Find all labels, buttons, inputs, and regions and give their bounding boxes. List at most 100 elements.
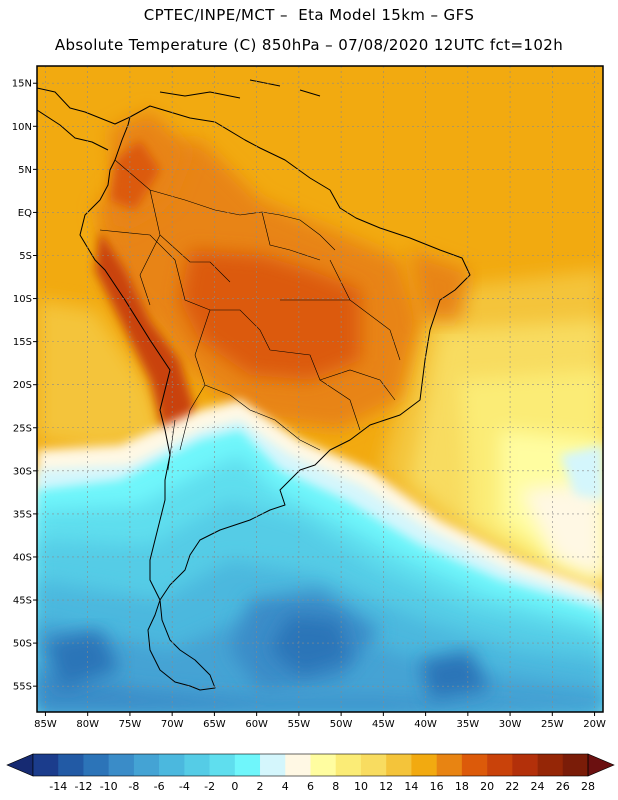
lat-tick-label: 15S [13,337,32,348]
colorbar-frame [32,753,589,777]
colorbar-label: -14 [49,780,67,793]
graticule [37,66,603,712]
field-cold-m10-m8 [270,615,350,675]
lon-tick-label: 20W [583,719,606,730]
colorbar-label: -8 [128,780,139,793]
lat-tick-label: 20S [13,380,32,391]
field-andes-ridge-22-24 [95,230,195,450]
lat-tick-label: 10N [12,122,32,133]
lat-tick-label: 10S [13,294,32,305]
colorbar-label: 14 [404,780,418,793]
colorbar-swatch [360,754,387,776]
lat-tick-label: 30S [13,466,32,477]
title-line-2: Absolute Temperature (C) 850hPa – 07/08/… [54,36,564,54]
field-cold-atl-m10 [420,650,490,700]
colorbar-swatch [461,754,488,776]
colorbar-label: 8 [332,780,339,793]
lon-tick-label: 25W [541,719,564,730]
coast-caribbean [159,79,321,99]
lat-tick-label: 5S [19,251,32,262]
colorbar-swatch [285,754,311,776]
title-line-1: CPTEC/INPE/MCT – Eta Model 15km – GFS [143,6,475,24]
lat-tick-label: 45S [13,596,32,607]
colorbar-swatch [234,754,261,776]
temperature-field [37,66,603,712]
colorbar-over-arrow [587,753,615,777]
colorbar-label: 4 [282,780,289,793]
colorbar-swatch [487,754,513,776]
colorbar-label: 16 [430,780,444,793]
colorbar-label: 12 [379,780,393,793]
colorbar-label: -2 [204,780,215,793]
field-atlantic-4-6 [560,445,603,500]
lon-tick-label: 85W [34,719,57,730]
colorbar-swatch [83,754,109,776]
colorbar-label: 26 [556,780,570,793]
field-pacific-14-16 [37,300,165,450]
lon-tick-label: 30W [499,719,522,730]
lon-tick-label: 55W [288,719,311,730]
lon-tick-label: 50W [330,719,353,730]
colorbar-label: 6 [307,780,314,793]
colorbar-label: 2 [257,780,264,793]
colorbar-swatch [411,754,437,776]
colorbar-swatch [184,754,210,776]
colorbar: -14 -12 -10 -8 -6 -4 -2 0 2 4 6 8 10 12 14 16 18 20 22 24 26… [6,753,615,793]
colorbar-label: 24 [531,780,545,793]
lon-tick-label: 35W [457,719,480,730]
colorbar-label: 20 [480,780,494,793]
colorbar-label: -4 [179,780,190,793]
colorbar-swatch [58,754,84,776]
lon-tick-label: 80W [76,719,99,730]
field-colombia-20-22 [110,140,160,210]
coast-central-america [37,87,131,151]
colorbar-swatch [436,754,463,776]
colorbar-swatch [133,754,160,776]
coastlines [37,79,471,691]
lon-tick-label: 70W [161,719,184,730]
coast-south-america [79,105,471,691]
field-core-20-22 [180,250,360,380]
latitude-axis: 15N 10N 5N EQ 5S 10S 15S 20S 25S 30S 35S 40S 45S 50S 5… [12,79,37,693]
lat-tick-label: 25S [13,423,32,434]
colorbar-label: -12 [74,780,92,793]
field-northeast-18-20 [410,250,470,320]
lon-tick-label: 40W [414,719,437,730]
lon-tick-label: 60W [245,719,268,730]
colorbar-swatch [33,754,59,776]
colorbar-swatch [108,754,135,776]
colorbar-swatch [562,754,589,776]
colorbar-swatch [260,754,286,776]
lon-tick-label: 45W [372,719,395,730]
colorbar-label: 0 [231,780,238,793]
lat-tick-label: EQ [18,208,32,219]
colorbar-label: 18 [455,780,469,793]
longitude-axis: 85W 80W 75W 70W 65W 60W 55W 50W 45W 40W 35W 30W 25W 2… [34,712,606,730]
lat-tick-label: 40S [13,552,32,563]
colorbar-under-arrow [6,753,34,777]
colorbar-label: 22 [505,780,519,793]
colorbar-swatch [335,754,362,776]
colorbar-label: -10 [100,780,118,793]
colorbar-swatch [209,754,236,776]
colorbar-label: 28 [581,780,595,793]
lat-tick-label: 5N [18,165,32,176]
lon-tick-label: 65W [203,719,226,730]
field-atlantic-6-8 [520,480,603,580]
lat-tick-label: 35S [13,509,32,520]
colorbar-swatch [512,754,538,776]
field-cold-pacific-m10 [45,630,120,690]
country-borders [99,159,401,471]
lon-tick-label: 75W [119,719,142,730]
map-frame [36,65,604,713]
field-cold-south-m8-m6 [37,670,603,712]
colorbar-swatch [310,754,337,776]
lat-tick-label: 50S [13,639,32,650]
lat-tick-label: 55S [13,682,32,693]
colorbar-swatch [159,754,185,776]
colorbar-label: -6 [154,780,165,793]
colorbar-swatch [386,754,412,776]
lat-tick-label: 15N [12,79,32,90]
colorbar-label: 10 [354,780,368,793]
